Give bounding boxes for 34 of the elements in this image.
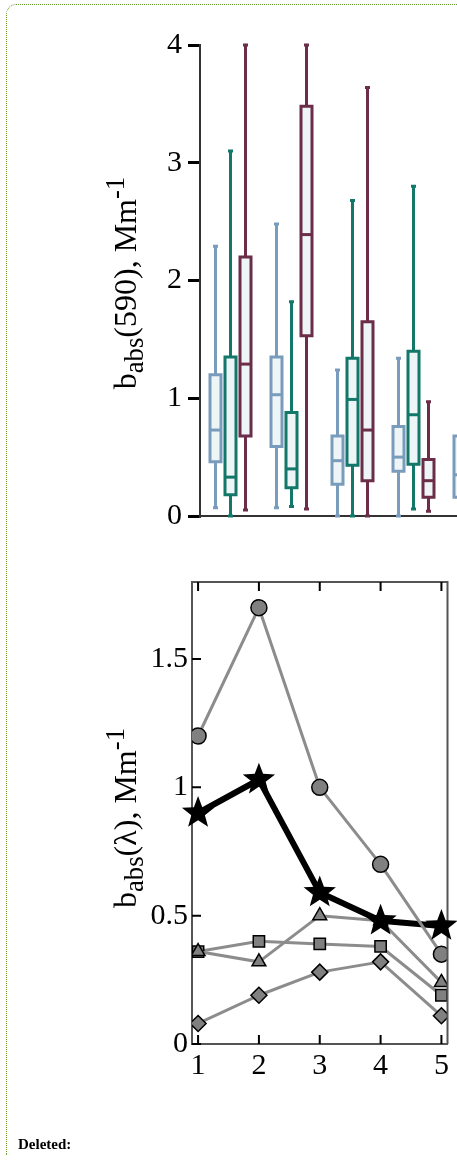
point bbox=[371, 855, 390, 874]
point bbox=[252, 934, 266, 948]
point bbox=[250, 986, 268, 1004]
point bbox=[313, 937, 327, 951]
point bbox=[181, 796, 215, 827]
point bbox=[425, 908, 457, 940]
point bbox=[242, 762, 276, 794]
y-tick-label: 0 bbox=[167, 496, 182, 530]
point bbox=[374, 940, 387, 953]
x-tick-label: 2 bbox=[251, 1046, 267, 1080]
y-tick-label: 1 bbox=[173, 768, 188, 802]
y-tick-label: 0.5 bbox=[150, 896, 188, 930]
point bbox=[433, 973, 448, 988]
y-tick-label: 1.5 bbox=[150, 639, 188, 673]
point bbox=[311, 778, 329, 797]
point bbox=[435, 988, 448, 1002]
y-tick-label: 3 bbox=[167, 143, 182, 177]
point bbox=[311, 963, 329, 981]
y-tick-label: 0 bbox=[173, 1024, 188, 1058]
y-tick-label: 4 bbox=[167, 25, 182, 59]
point bbox=[303, 875, 336, 907]
point bbox=[432, 1007, 448, 1025]
point bbox=[432, 945, 448, 963]
point bbox=[250, 598, 268, 617]
x-tick-label: 4 bbox=[373, 1046, 389, 1080]
point bbox=[364, 903, 397, 935]
text: Deleted: bbox=[18, 1136, 72, 1153]
y-tick-label: 1 bbox=[167, 379, 182, 413]
x-tick-label: 5 bbox=[433, 1046, 449, 1080]
x-tick-label: 3 bbox=[312, 1046, 328, 1080]
point bbox=[251, 953, 267, 967]
point bbox=[371, 953, 390, 971]
y-tick-label: 2 bbox=[167, 261, 182, 295]
point bbox=[312, 906, 328, 921]
